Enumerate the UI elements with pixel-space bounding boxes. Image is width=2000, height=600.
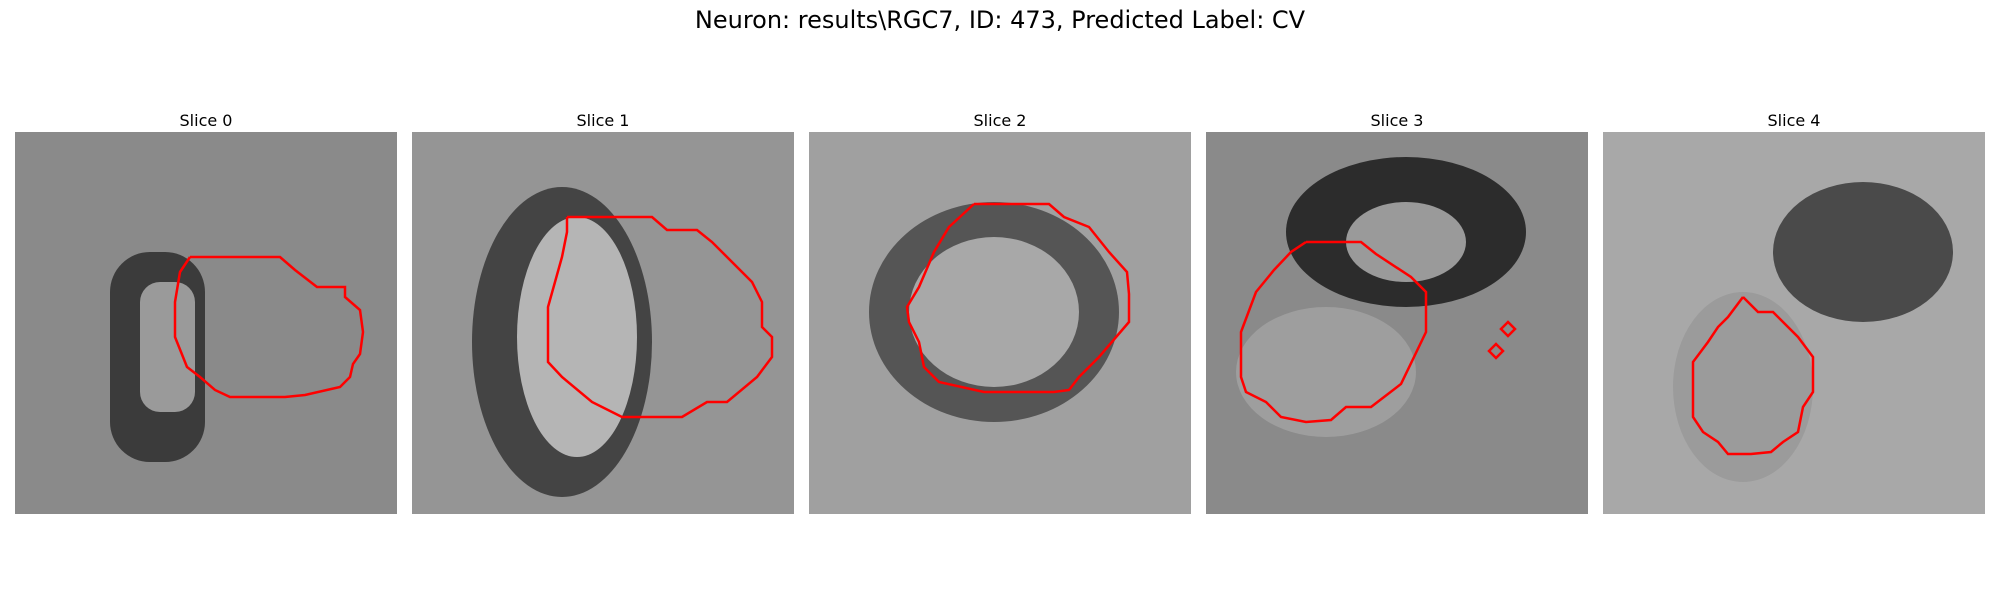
slice-title-4: Slice 4 [1767, 111, 1821, 130]
slice-title-2: Slice 2 [973, 111, 1027, 130]
figure-title: Neuron: results\RGC7, ID: 473, Predicted… [694, 6, 1306, 34]
slice-panel-0: Slice 0 [15, 110, 397, 514]
slice-panel-3: Slice 3 [1206, 110, 1588, 514]
roi-contour-3-fragment [1499, 320, 1517, 338]
roi-contour-3 [1239, 240, 1428, 424]
slice-panel-2: Slice 2 [809, 110, 1191, 514]
roi-contour-4 [1691, 296, 1815, 456]
bright-region-2 [909, 237, 1079, 387]
slice-image-3 [1206, 132, 1588, 514]
slice-title-3: Slice 3 [1370, 111, 1424, 130]
bright-region-0 [140, 282, 195, 412]
slice-title-1: Slice 1 [576, 111, 630, 130]
roi-contour-2 [905, 202, 1131, 394]
lower-bright-region-3 [1236, 307, 1416, 437]
slice-image-0 [15, 132, 397, 514]
slice-title-0: Slice 0 [179, 111, 233, 130]
slice-panel-1: Slice 1 [412, 110, 794, 514]
dark-region-4 [1773, 182, 1953, 322]
slice-background-0 [15, 132, 397, 514]
slice-image-4 [1603, 132, 1985, 514]
slice-image-1 [412, 132, 794, 514]
roi-contour-3-fragment-2 [1487, 342, 1505, 360]
bright-region-3 [1346, 202, 1466, 282]
bright-region-1 [517, 217, 637, 457]
slice-image-2 [809, 132, 1191, 514]
roi-contour-0 [173, 255, 365, 399]
roi-contour-1 [546, 215, 774, 419]
slice-panel-4: Slice 4 [1603, 110, 1985, 514]
